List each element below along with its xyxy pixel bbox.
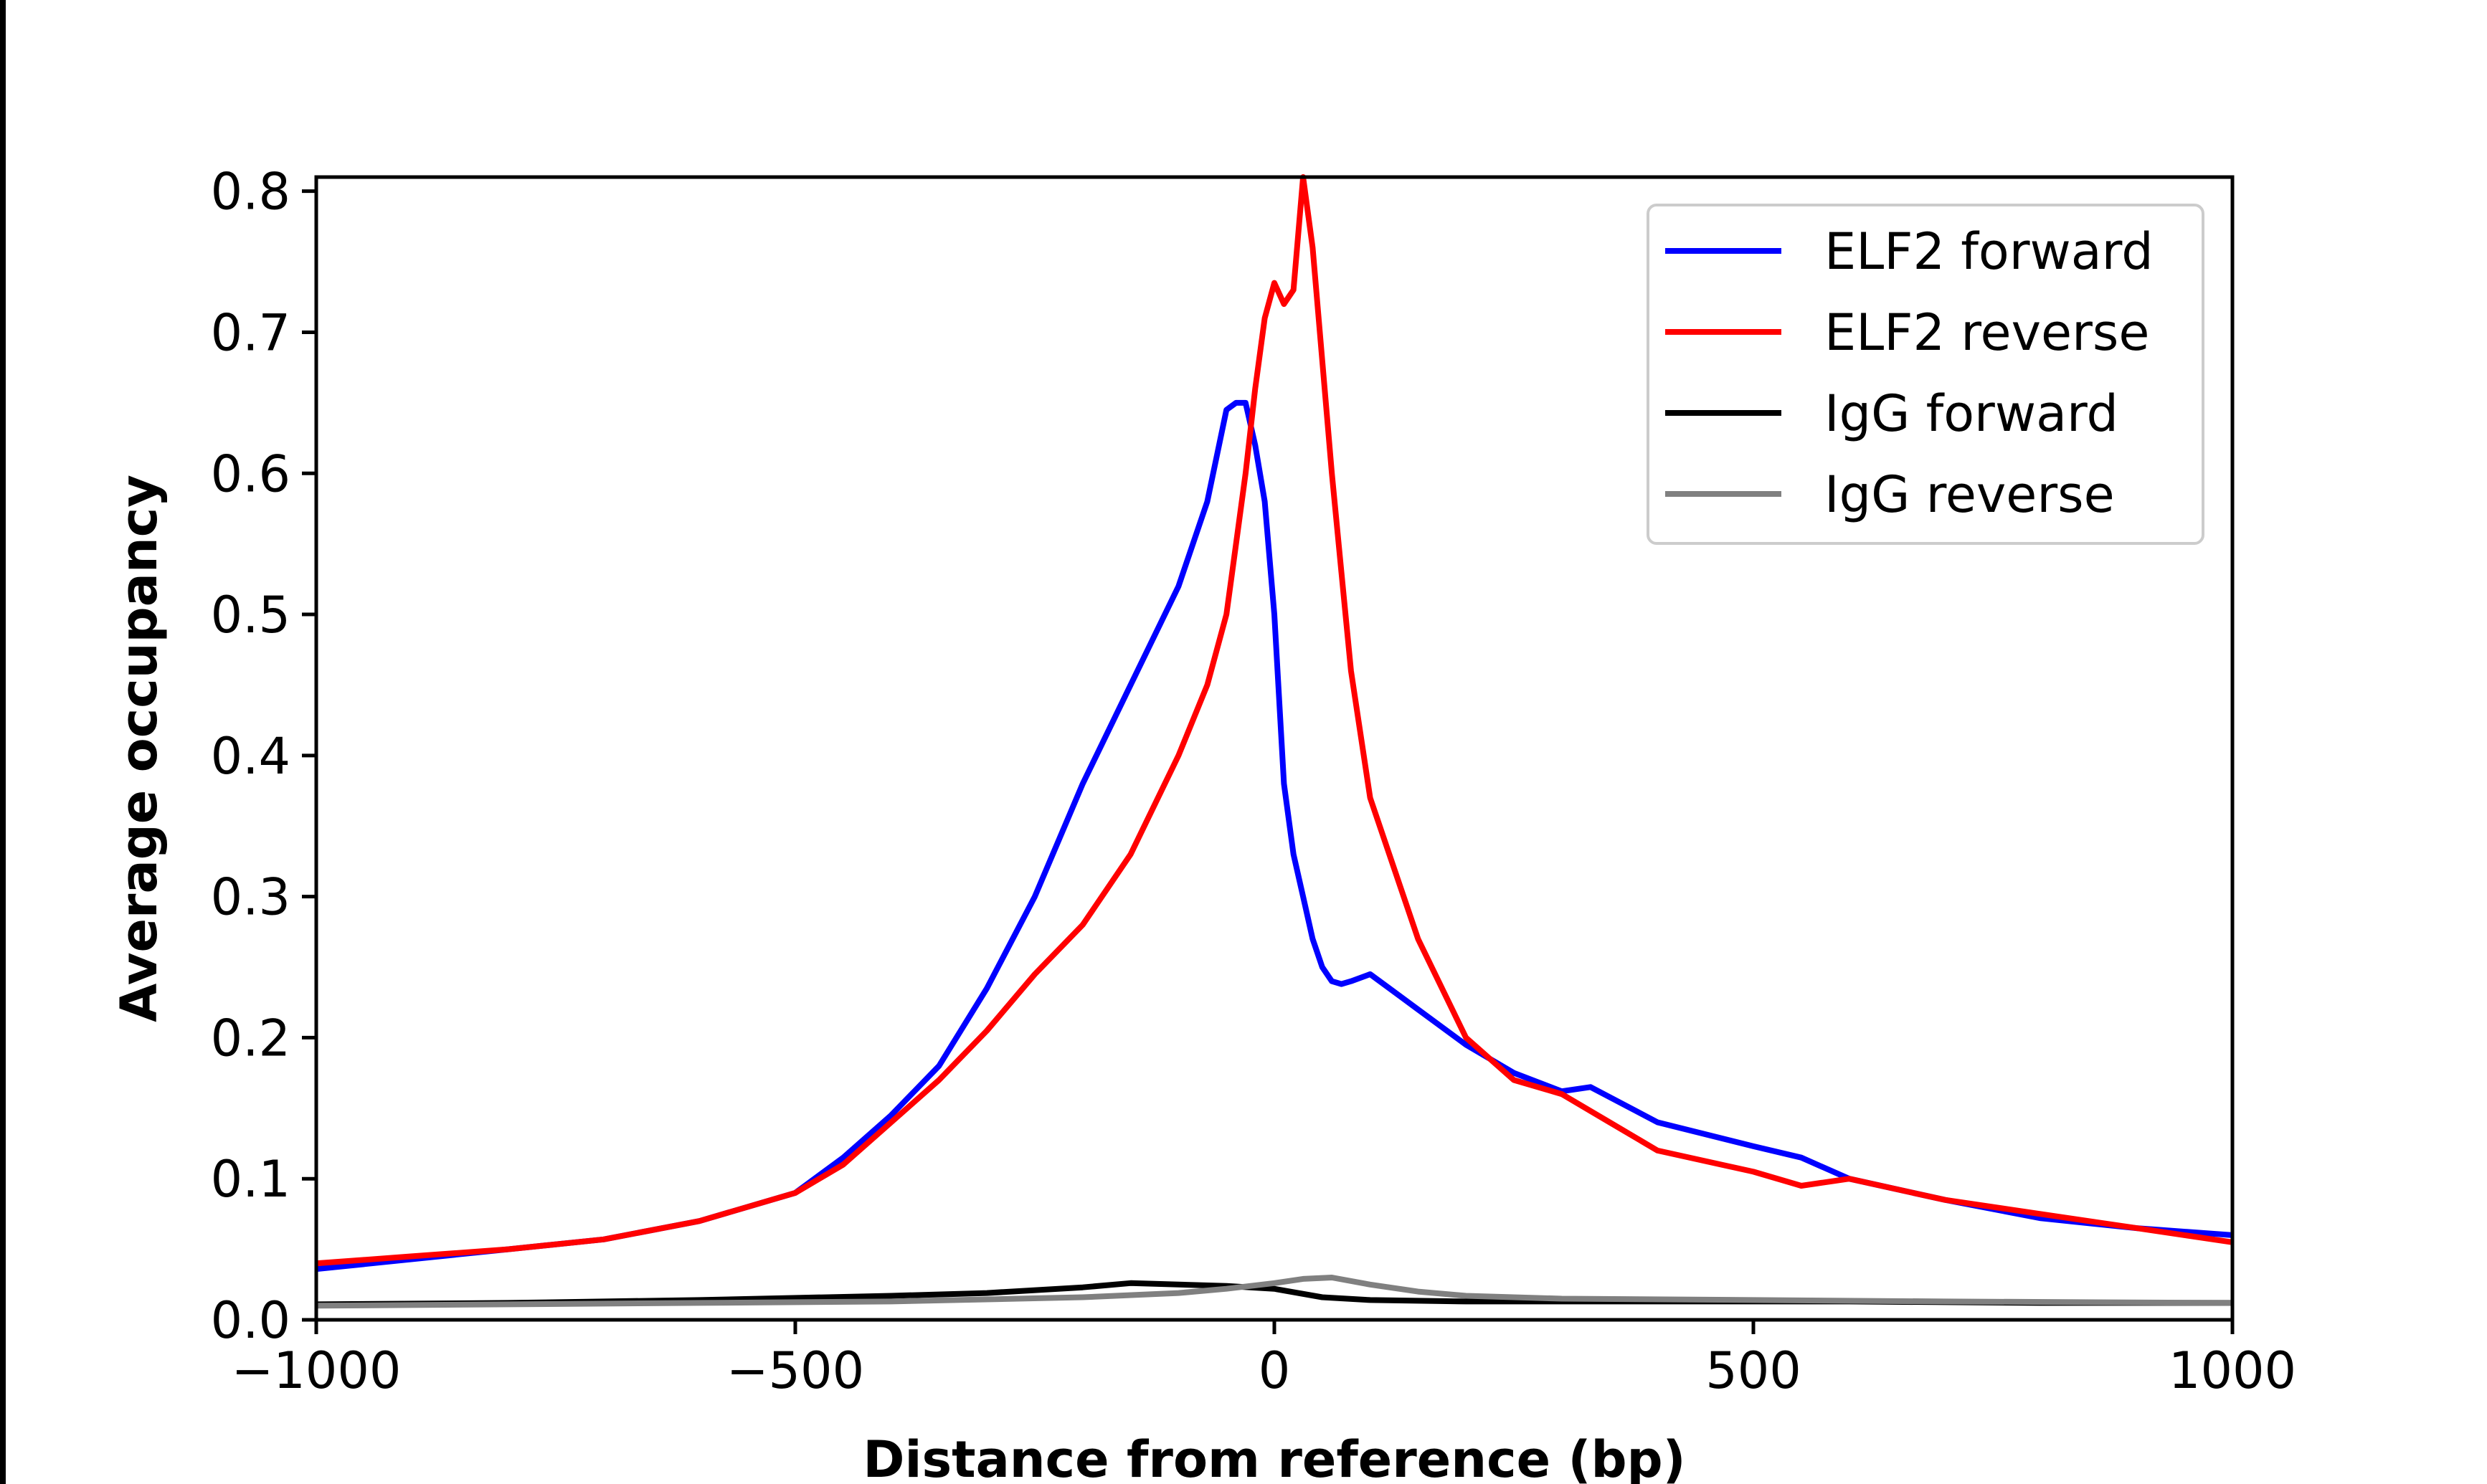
y-tick-label: 0.0: [211, 1291, 290, 1350]
y-axis-title: Average occupancy: [110, 475, 169, 1022]
legend-entries: ELF2 forward ELF2 reverse IgG forward IgG r…: [1665, 222, 2154, 524]
plot-lines: [316, 174, 2233, 1309]
y-tick-label: 0.7: [211, 303, 290, 362]
y-tick-label: 0.3: [211, 868, 290, 927]
x-axis-title: Distance from reference (bp): [863, 1430, 1685, 1484]
y-tick-label: 0.2: [211, 1009, 290, 1067]
y-tick-label: 0.1: [211, 1150, 290, 1209]
x-tick-label: 0: [1259, 1341, 1291, 1400]
page-left-border: [0, 0, 6, 1484]
y-tick-label: 0.8: [211, 163, 290, 222]
x-tick-label: 500: [1705, 1341, 1801, 1400]
legend: ELF2 forward ELF2 reverse IgG forward IgG r…: [1647, 204, 2204, 545]
legend-label-elf2-forward: ELF2 forward: [1824, 222, 2154, 281]
legend-box: [1647, 204, 2204, 545]
series-line-igg-reverse: [316, 1275, 2233, 1309]
x-tick-label: 1000: [2169, 1341, 2296, 1400]
legend-label-elf2-reverse: ELF2 reverse: [1824, 303, 2149, 362]
series-line-elf2-forward: [316, 399, 2233, 1273]
y-tick-label: 0.5: [211, 586, 290, 645]
y-tick-label: 0.4: [211, 727, 290, 786]
y-axis-ticks: 0.0 0.1 0.2 0.3 0.4 0.5 0.6 0.7 0.8: [211, 163, 316, 1350]
legend-label-igg-reverse: IgG reverse: [1824, 465, 2115, 524]
series-line-elf2-reverse: [316, 174, 2233, 1267]
y-tick-label: 0.6: [211, 444, 290, 503]
x-tick-label: −500: [726, 1341, 864, 1400]
x-axis-ticks: −1000 −500 0 500 1000: [232, 1320, 2296, 1400]
legend-label-igg-forward: IgG forward: [1824, 384, 2118, 443]
x-tick-label: −1000: [232, 1341, 402, 1400]
